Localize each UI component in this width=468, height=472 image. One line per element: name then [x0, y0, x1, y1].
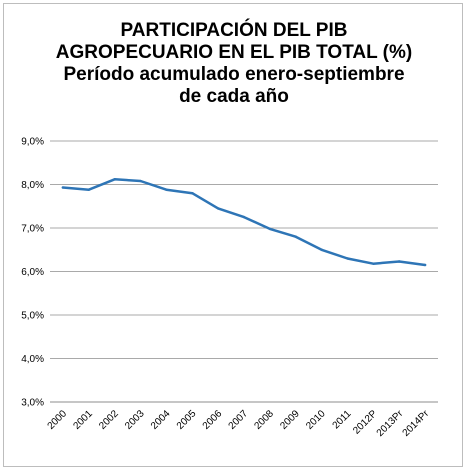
data-point [423, 263, 427, 267]
y-tick-label: 3,0% [21, 398, 44, 409]
x-tick-label: 2006 [201, 408, 225, 432]
x-axis: 2000 2001 2002 2003 2004 2005 2006 2007 2008 2009… [46, 401, 438, 439]
data-point [87, 188, 91, 191]
series [61, 178, 427, 267]
gridlines [50, 140, 438, 359]
series-line [61, 178, 427, 267]
data-point [294, 235, 297, 238]
data-point [216, 207, 220, 210]
y-tick-label: 6,0% [21, 267, 44, 278]
data-point [165, 188, 168, 191]
y-tick-label: 9,0% [21, 137, 44, 148]
x-tick-label: 2013Pr [375, 408, 406, 439]
data-point [268, 227, 272, 231]
data-point [398, 260, 401, 263]
x-tick-label: 2011 [331, 408, 354, 431]
y-axis-ticks: 3,0% 4,0% 5,0% 6,0% 7,0% 8,0% 9,0% [21, 137, 44, 409]
x-tick-label: 2000 [46, 408, 70, 432]
x-tick-label: 2004 [149, 408, 173, 432]
data-point [320, 248, 323, 251]
data-point [191, 192, 194, 195]
chart-title-line-4: de cada año [179, 86, 289, 107]
x-tick-label: 2010 [304, 408, 328, 432]
y-tick-label: 4,0% [21, 354, 44, 365]
x-tick-label: 2008 [252, 408, 276, 432]
data-point [372, 262, 375, 265]
x-tick-label: 2001 [71, 408, 95, 432]
chart-frame [3, 3, 463, 467]
x-tick-label: 2007 [227, 408, 251, 432]
x-tick-label: 2005 [175, 408, 199, 432]
y-tick-label: 8,0% [21, 180, 44, 191]
y-tick-label: 5,0% [21, 311, 44, 322]
x-tick-label: 2009 [278, 408, 302, 432]
data-point [139, 179, 142, 183]
data-point [346, 257, 349, 260]
data-point [61, 186, 65, 189]
chart-title: PARTICIPACIÓN DEL PIB AGROPECUARIO EN EL… [0, 20, 468, 108]
y-tick-label: 7,0% [21, 224, 44, 235]
x-tick-label: 2014Pr [401, 408, 432, 439]
x-tick-label: 2002 [97, 408, 121, 432]
chart-title-line-2: AGROPECUARIO EN EL PIB TOTAL (%) [55, 42, 413, 63]
chart-title-line-1: PARTICIPACIÓN DEL PIB [120, 20, 348, 41]
data-point [242, 215, 246, 219]
x-tick-label: 2003 [123, 408, 147, 432]
data-point [113, 178, 116, 181]
chart-title-line-3: Período acumulado enero-septiembre [63, 64, 405, 85]
